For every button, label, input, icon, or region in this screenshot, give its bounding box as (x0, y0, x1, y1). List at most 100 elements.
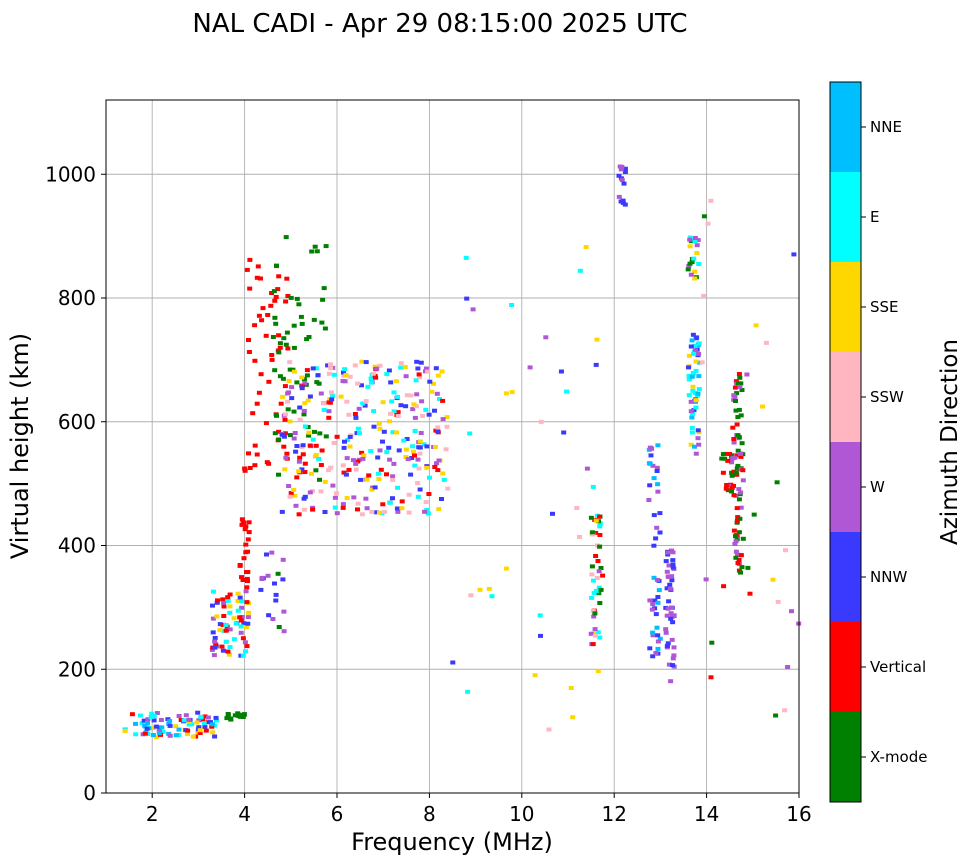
data-point (444, 424, 450, 429)
data-point (221, 614, 227, 618)
data-point (731, 528, 737, 533)
data-point (298, 314, 304, 319)
data-point (270, 335, 276, 339)
data-point (406, 510, 412, 515)
data-point (283, 455, 289, 460)
data-point (464, 296, 470, 301)
data-point (403, 374, 409, 379)
data-point (688, 399, 694, 404)
data-point (334, 511, 340, 516)
data-point (736, 372, 742, 376)
data-point (589, 572, 595, 577)
data-point (740, 468, 746, 473)
colorbar-tick-label: SSE (870, 298, 899, 316)
data-point (389, 399, 395, 404)
data-point (693, 398, 699, 403)
data-point (467, 431, 473, 436)
data-point (377, 448, 383, 453)
data-point (745, 565, 751, 570)
data-point (596, 569, 602, 574)
data-point (671, 613, 677, 618)
data-point (509, 303, 515, 307)
data-point (412, 463, 418, 468)
data-point (415, 366, 421, 371)
data-point (323, 244, 329, 249)
data-point (263, 333, 269, 338)
data-point (369, 487, 375, 492)
data-point (668, 611, 674, 616)
colorbar-segment (830, 442, 861, 532)
data-point (211, 653, 217, 658)
data-point (444, 415, 450, 420)
colorbar-tick-label: NNE (870, 118, 902, 136)
data-point (305, 398, 311, 403)
data-point (410, 444, 416, 449)
data-point (737, 375, 743, 380)
data-point (654, 525, 660, 530)
data-point (734, 391, 740, 396)
data-point (695, 428, 701, 433)
data-point (185, 732, 190, 737)
data-point (228, 717, 234, 722)
data-point (691, 371, 696, 375)
data-point (387, 457, 393, 462)
data-point (304, 337, 310, 342)
data-point (689, 426, 695, 430)
data-point (763, 340, 769, 345)
data-point (395, 394, 400, 399)
data-point (259, 575, 265, 580)
data-point (215, 598, 220, 603)
data-point (368, 380, 374, 385)
data-point (243, 589, 249, 594)
data-point (265, 313, 271, 317)
data-point (738, 381, 744, 386)
data-point (359, 512, 365, 517)
data-point (421, 442, 427, 447)
data-point (353, 461, 359, 466)
data-point (287, 367, 293, 372)
data-point (655, 595, 661, 599)
data-point (196, 725, 202, 730)
data-point (598, 587, 604, 592)
data-point (270, 617, 276, 621)
data-point (331, 372, 337, 377)
data-point (203, 728, 209, 733)
data-point (213, 715, 219, 720)
data-point (293, 503, 299, 508)
data-point (439, 369, 445, 374)
data-point (669, 637, 675, 642)
data-point (665, 550, 671, 555)
data-point (214, 614, 220, 619)
data-point (747, 591, 753, 596)
data-point (352, 363, 358, 368)
data-point (239, 605, 245, 610)
data-point (597, 533, 603, 537)
data-point (691, 256, 697, 261)
data-point (342, 367, 348, 372)
data-point (736, 407, 742, 412)
data-point (344, 456, 350, 461)
data-point (647, 598, 653, 603)
data-point (246, 451, 251, 456)
data-point (223, 623, 229, 627)
data-point (415, 494, 421, 499)
data-point (244, 600, 250, 605)
data-point (355, 426, 361, 431)
data-point (371, 424, 377, 429)
data-point (593, 530, 599, 535)
data-point (597, 524, 603, 529)
data-point (283, 235, 289, 240)
data-point (344, 399, 350, 404)
colorbar: X-mode Vertical NNW W SSW SSE E NNE (829, 81, 927, 803)
data-point (294, 380, 300, 385)
data-point (142, 731, 148, 736)
data-point (408, 393, 414, 398)
data-point (417, 375, 423, 380)
data-point (616, 194, 622, 199)
colorbar-frame (829, 81, 862, 803)
data-point (281, 629, 287, 634)
data-point (225, 713, 231, 718)
data-point (306, 430, 312, 435)
data-point (503, 391, 509, 396)
data-point (390, 430, 396, 435)
